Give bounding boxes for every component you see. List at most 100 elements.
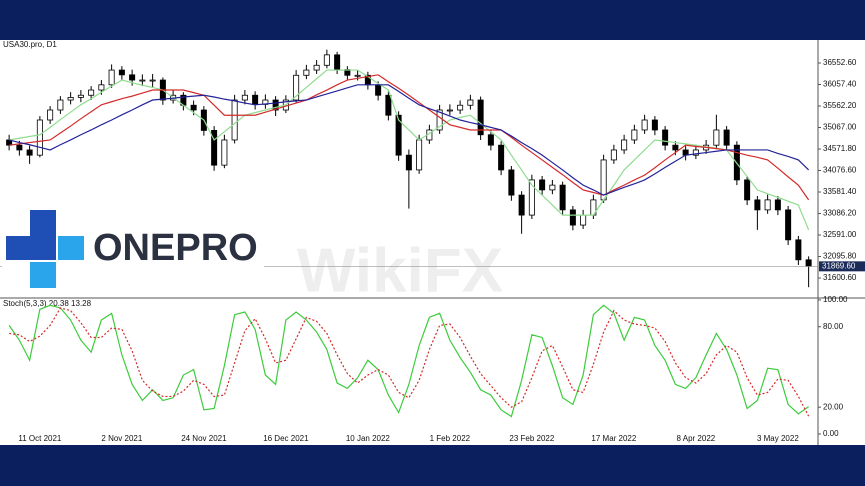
y-tick-label: 33581.40 bbox=[823, 187, 857, 196]
candle-body bbox=[713, 129, 720, 146]
candle-body bbox=[190, 104, 197, 111]
y-tick-label: 33086.20 bbox=[823, 209, 857, 218]
logo-text: ONEPRO bbox=[93, 227, 258, 269]
x-tick-label: 2 Nov 2021 bbox=[101, 434, 142, 443]
current-price-label: 31869.60 bbox=[822, 261, 856, 270]
candle-body bbox=[139, 79, 146, 82]
candle-body bbox=[580, 214, 587, 226]
y-tick-label: 80.00 bbox=[823, 322, 844, 331]
candle-body bbox=[36, 119, 43, 156]
series-line bbox=[9, 69, 810, 231]
y-tick-label: 20.00 bbox=[823, 402, 844, 411]
candle-body bbox=[67, 97, 74, 101]
candle-body bbox=[795, 239, 802, 261]
candle-body bbox=[118, 69, 125, 76]
top-band bbox=[0, 0, 865, 40]
candle-body bbox=[631, 129, 638, 141]
series-line bbox=[9, 307, 810, 417]
y-tick-label: 0.00 bbox=[823, 429, 839, 438]
candle-body bbox=[539, 179, 546, 191]
candle-body bbox=[487, 134, 494, 146]
candle-body bbox=[785, 209, 792, 241]
candle-body bbox=[149, 79, 156, 82]
candle-body bbox=[774, 199, 781, 211]
candle-body bbox=[446, 109, 453, 112]
candle-body bbox=[252, 94, 259, 105]
logo-mark bbox=[58, 236, 84, 260]
watermark: WikiFX bbox=[297, 236, 503, 305]
candle-body bbox=[569, 209, 576, 226]
candle-body bbox=[354, 74, 361, 77]
candle-body bbox=[528, 179, 535, 216]
series-line bbox=[9, 74, 810, 201]
y-tick-label: 100.00 bbox=[823, 295, 848, 304]
candle-body bbox=[805, 259, 812, 267]
candle-body bbox=[723, 129, 730, 146]
candle-body bbox=[88, 89, 95, 96]
candle-body bbox=[57, 99, 64, 111]
candle-body bbox=[559, 184, 566, 211]
candle-body bbox=[211, 130, 218, 166]
x-tick-label: 11 Oct 2021 bbox=[18, 434, 62, 443]
candle-body bbox=[108, 69, 115, 86]
y-tick-label: 34571.80 bbox=[823, 144, 857, 153]
candle-body bbox=[77, 94, 84, 98]
y-tick-label: 34076.60 bbox=[823, 166, 857, 175]
candle-body bbox=[467, 99, 474, 106]
x-tick-label: 3 May 2022 bbox=[757, 434, 799, 443]
candle-body bbox=[26, 149, 33, 156]
candle-body bbox=[518, 194, 525, 216]
candle-body bbox=[508, 169, 515, 196]
x-tick-label: 16 Dec 2021 bbox=[263, 434, 309, 443]
x-tick-label: 1 Feb 2022 bbox=[430, 434, 471, 443]
candle-body bbox=[313, 64, 320, 71]
panel-title: USA30.pro, D1 bbox=[3, 40, 57, 49]
candle-body bbox=[692, 149, 699, 156]
y-tick-label: 31600.60 bbox=[823, 273, 857, 282]
logo-mark bbox=[30, 262, 56, 288]
candle-body bbox=[395, 114, 402, 156]
candle-body bbox=[221, 139, 228, 166]
candle-body bbox=[457, 104, 464, 111]
candle-body bbox=[6, 139, 13, 146]
candle-body bbox=[416, 139, 423, 171]
candle-body bbox=[477, 99, 484, 136]
candle-body bbox=[334, 54, 341, 71]
candle-body bbox=[498, 144, 505, 171]
candle-body bbox=[662, 129, 669, 146]
candle-body bbox=[129, 74, 136, 81]
candle-body bbox=[47, 109, 54, 121]
candle-body bbox=[231, 99, 238, 141]
candle-body bbox=[651, 119, 658, 131]
plot: USA30.pro, D1 36552.60 36057.40 35562.20 350… bbox=[0, 40, 865, 445]
bottom-band bbox=[0, 445, 865, 486]
candle-body bbox=[323, 54, 330, 66]
y-tick-label: 35067.00 bbox=[823, 123, 857, 132]
series-line bbox=[8, 84, 810, 196]
y-tick-label: 32591.00 bbox=[823, 230, 857, 239]
candle-body bbox=[621, 139, 628, 151]
candle-body bbox=[405, 154, 412, 171]
x-tick-label: 8 Apr 2022 bbox=[677, 434, 716, 443]
candle-body bbox=[16, 144, 23, 151]
y-tick-label: 35562.20 bbox=[823, 101, 857, 110]
candle-body bbox=[672, 144, 679, 151]
candle-body bbox=[375, 84, 382, 96]
candle-body bbox=[303, 69, 310, 76]
candle-body bbox=[641, 119, 648, 131]
logo-mark bbox=[6, 236, 56, 260]
current-price-box bbox=[819, 261, 865, 272]
y-tick-label: 36552.60 bbox=[823, 58, 857, 67]
x-tick-label: 17 Mar 2022 bbox=[591, 434, 636, 443]
y-tick-label: 36057.40 bbox=[823, 80, 857, 89]
candle-body bbox=[272, 99, 279, 111]
x-tick-label: 10 Jan 2022 bbox=[346, 434, 391, 443]
candle-body bbox=[744, 179, 751, 201]
candle-body bbox=[385, 94, 392, 116]
x-tick-label: 24 Nov 2021 bbox=[181, 434, 227, 443]
candle-body bbox=[549, 184, 556, 191]
panel-title: Stoch(5,3,3) 20.38 13.28 bbox=[3, 299, 92, 308]
overlay: WikiFX ONEPRO bbox=[2, 208, 503, 305]
